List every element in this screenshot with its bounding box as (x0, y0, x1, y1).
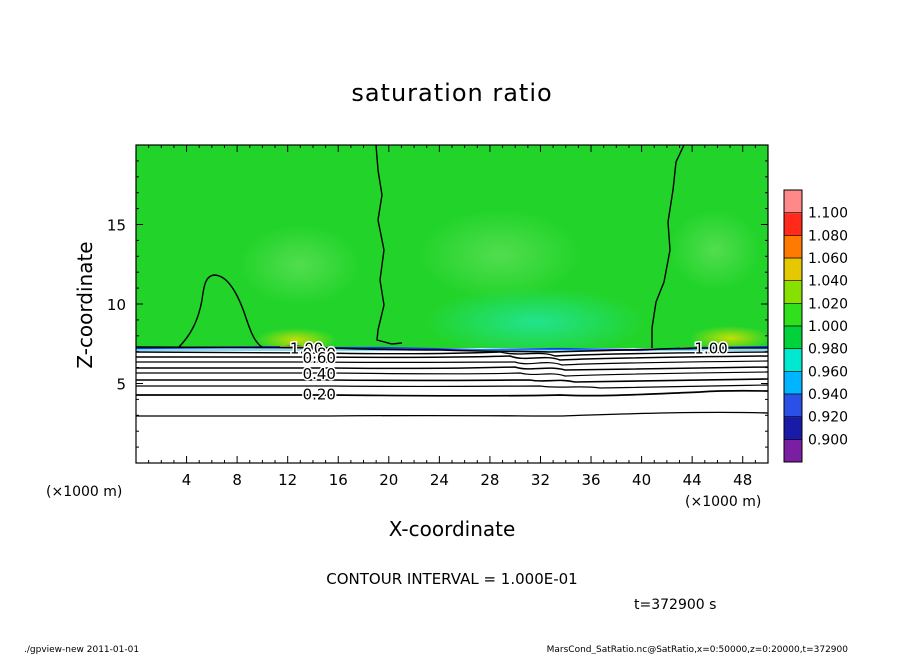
footer-right: MarsCond_SatRatio.nc@SatRatio,x=0:50000,… (547, 645, 849, 654)
plot-area: 1.000.800.600.400.201.00 (136, 145, 768, 463)
contour-label: 0.80 (303, 344, 336, 362)
x-tick-label: 8 (232, 471, 242, 489)
colorbar-label: 1.100 (808, 206, 848, 222)
colorbar-label: 1.040 (808, 274, 848, 290)
light-patch-left (240, 225, 360, 305)
contour-label: 1.00 (290, 340, 323, 358)
contour-1.00-column-right (651, 145, 685, 348)
footer-left: ./gpview-new 2011-01-01 (24, 645, 139, 654)
colorbar-swatch (784, 190, 802, 214)
contour-0.70 (136, 360, 768, 366)
colorbar-label: 1.080 (808, 228, 848, 244)
colorbar-swatch (784, 439, 802, 463)
lower-field (136, 348, 768, 463)
x-tick-label: 16 (329, 471, 348, 489)
colorbar-label: 1.020 (808, 296, 848, 312)
subsaturated-patch (425, 288, 645, 356)
x-unit-label: (×1000 m) (685, 494, 761, 510)
x-tick-label: 36 (581, 471, 600, 489)
colorbar-label: 0.920 (808, 410, 848, 426)
contour-0.60 (136, 366, 768, 371)
y-unit-label: (×1000 m) (46, 484, 122, 500)
light-patch-right (670, 210, 760, 290)
contour-label: 0.20 (303, 386, 336, 404)
colorbar-label: 1.000 (808, 319, 848, 335)
contour-0.90 (136, 351, 768, 357)
y-axis-title: Z-coordinate (73, 241, 97, 368)
colorbar-swatch (784, 416, 802, 440)
contour-interval-note: CONTOUR INTERVAL = 1.000E-01 (326, 570, 577, 588)
colorbar-swatch (784, 394, 802, 418)
x-tick-label: 20 (379, 471, 398, 489)
contour-0.80 (136, 355, 768, 361)
colorbar-label: 0.960 (808, 364, 848, 380)
light-patch-middle (420, 210, 580, 300)
y-tick-label: 10 (107, 296, 126, 314)
colorbar-swatch (784, 235, 802, 259)
y-axis-ticks: 5 10 15 (107, 160, 768, 448)
x-tick-label: 12 (278, 471, 297, 489)
time-label: t=372900 s (634, 597, 716, 613)
x-tick-label: 24 (430, 471, 449, 489)
x-tick-label: 48 (733, 471, 752, 489)
colorbar-label: 0.980 (808, 342, 848, 358)
contour-0.30 (136, 384, 768, 389)
colorbar-swatch (784, 348, 802, 372)
contour-label: 1.00 (694, 340, 727, 358)
colorbar-swatch (784, 371, 802, 395)
contour-0.20 (136, 389, 768, 397)
colorbar-label: 1.060 (808, 251, 848, 267)
contour-0.50 (136, 371, 768, 377)
contour-0.10 (136, 411, 768, 417)
colorbar: 0.900 0.920 0.940 0.960 0.980 1.000 1.020 1.040… (783, 189, 848, 463)
contour-1.00-column-left (375, 145, 403, 345)
colorbar-label: 0.940 (808, 387, 848, 403)
y-tick-label: 15 (107, 217, 126, 235)
colorbar-swatch (784, 280, 802, 304)
x-tick-label: 40 (632, 471, 651, 489)
contour-labels: 1.000.800.600.400.201.00 (288, 338, 729, 405)
y-tick-label: 5 (116, 376, 126, 394)
contour-1.00-base (136, 346, 768, 353)
chart-title: saturation ratio (351, 79, 552, 107)
colorbar-label: 0.900 (808, 432, 848, 448)
colorbar-swatch (784, 258, 802, 282)
colorbar-swatch (784, 303, 802, 327)
contour-1.00-hump (177, 274, 263, 349)
x-axis-ticks: 4 8 12 16 20 24 28 32 36 40 44 48 (148, 145, 756, 489)
x-tick-label: 32 (531, 471, 550, 489)
x-tick-label: 44 (683, 471, 702, 489)
supersaturated-patch-right (690, 326, 768, 350)
colorbar-swatch (784, 326, 802, 350)
contour-label: 0.60 (303, 349, 336, 367)
contour-0.40 (136, 378, 768, 383)
contour-label: 0.40 (303, 365, 336, 383)
x-tick-label: 4 (182, 471, 192, 489)
colorbar-swatch (784, 212, 802, 236)
contour-lines (136, 145, 768, 417)
x-tick-label: 28 (480, 471, 499, 489)
x-axis-title: X-coordinate (389, 517, 516, 541)
